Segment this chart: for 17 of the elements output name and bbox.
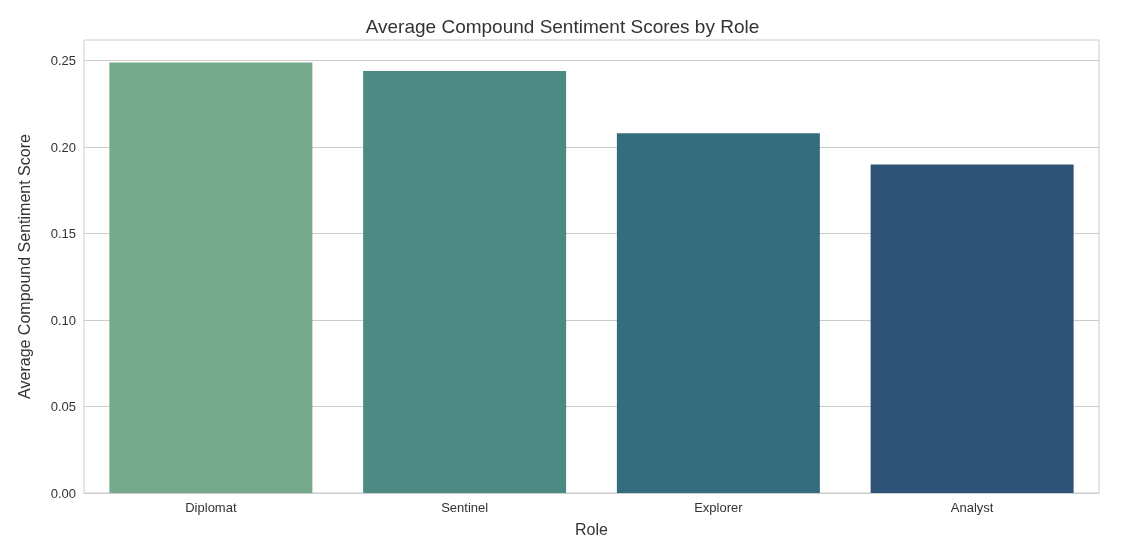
bar — [109, 62, 313, 493]
bar — [870, 164, 1074, 493]
y-tick-label: 0.05 — [50, 399, 76, 415]
y-tick-label: 0.10 — [50, 312, 76, 328]
x-tick-label: Sentinel — [441, 500, 489, 515]
bar — [363, 71, 567, 493]
y-tick-label: 0.00 — [50, 485, 76, 501]
y-tick-label: 0.20 — [50, 139, 76, 155]
x-tick-label: Diplomat — [185, 500, 237, 515]
x-tick-label: Explorer — [694, 500, 744, 515]
x-tick-label: Analyst — [950, 500, 994, 515]
chart-title: Average Compound Sentiment Scores by Role — [365, 16, 760, 37]
y-tick-label: 0.15 — [50, 226, 76, 242]
x-axis-title: Role — [575, 520, 609, 538]
y-tick-label: 0.25 — [50, 53, 76, 69]
bar — [616, 133, 820, 493]
y-axis-title: Average Compound Sentiment Score — [15, 134, 33, 399]
